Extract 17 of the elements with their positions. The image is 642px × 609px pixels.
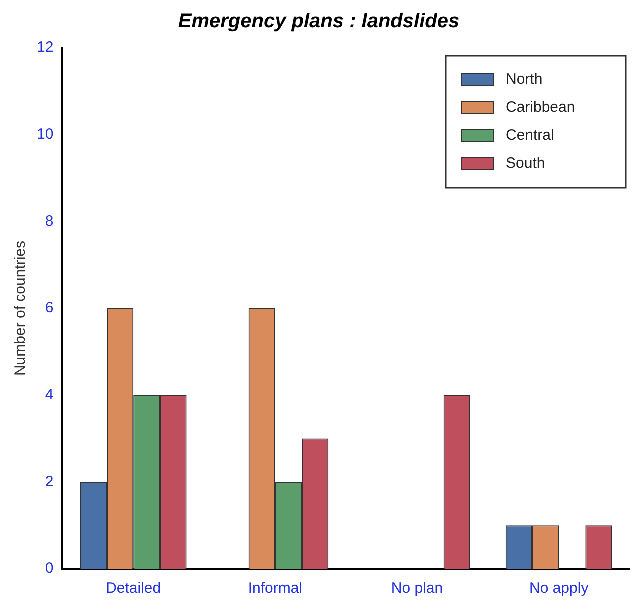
legend-label: Central xyxy=(506,127,554,144)
x-tick-label: Detailed xyxy=(106,580,162,598)
legend-label: Caribbean xyxy=(506,99,576,116)
x-tick-label: No plan xyxy=(391,580,444,598)
y-tick-label: 4 xyxy=(45,386,54,404)
y-axis-title: Number of countries xyxy=(12,240,30,376)
legend-label: South xyxy=(506,155,546,172)
y-tick-label: 0 xyxy=(45,560,54,578)
x-tick-label: No apply xyxy=(529,580,590,598)
chart-title: Emergency plans : landslides xyxy=(178,10,460,33)
y-tick-label: 6 xyxy=(45,300,54,317)
y-tick-label: 2 xyxy=(45,473,54,490)
y-tick-label: 8 xyxy=(45,212,54,230)
y-tick-label: 12 xyxy=(36,39,54,56)
legend-label: North xyxy=(506,71,543,88)
x-tick-label: Informal xyxy=(248,580,303,598)
y-tick-label: 10 xyxy=(36,126,54,143)
